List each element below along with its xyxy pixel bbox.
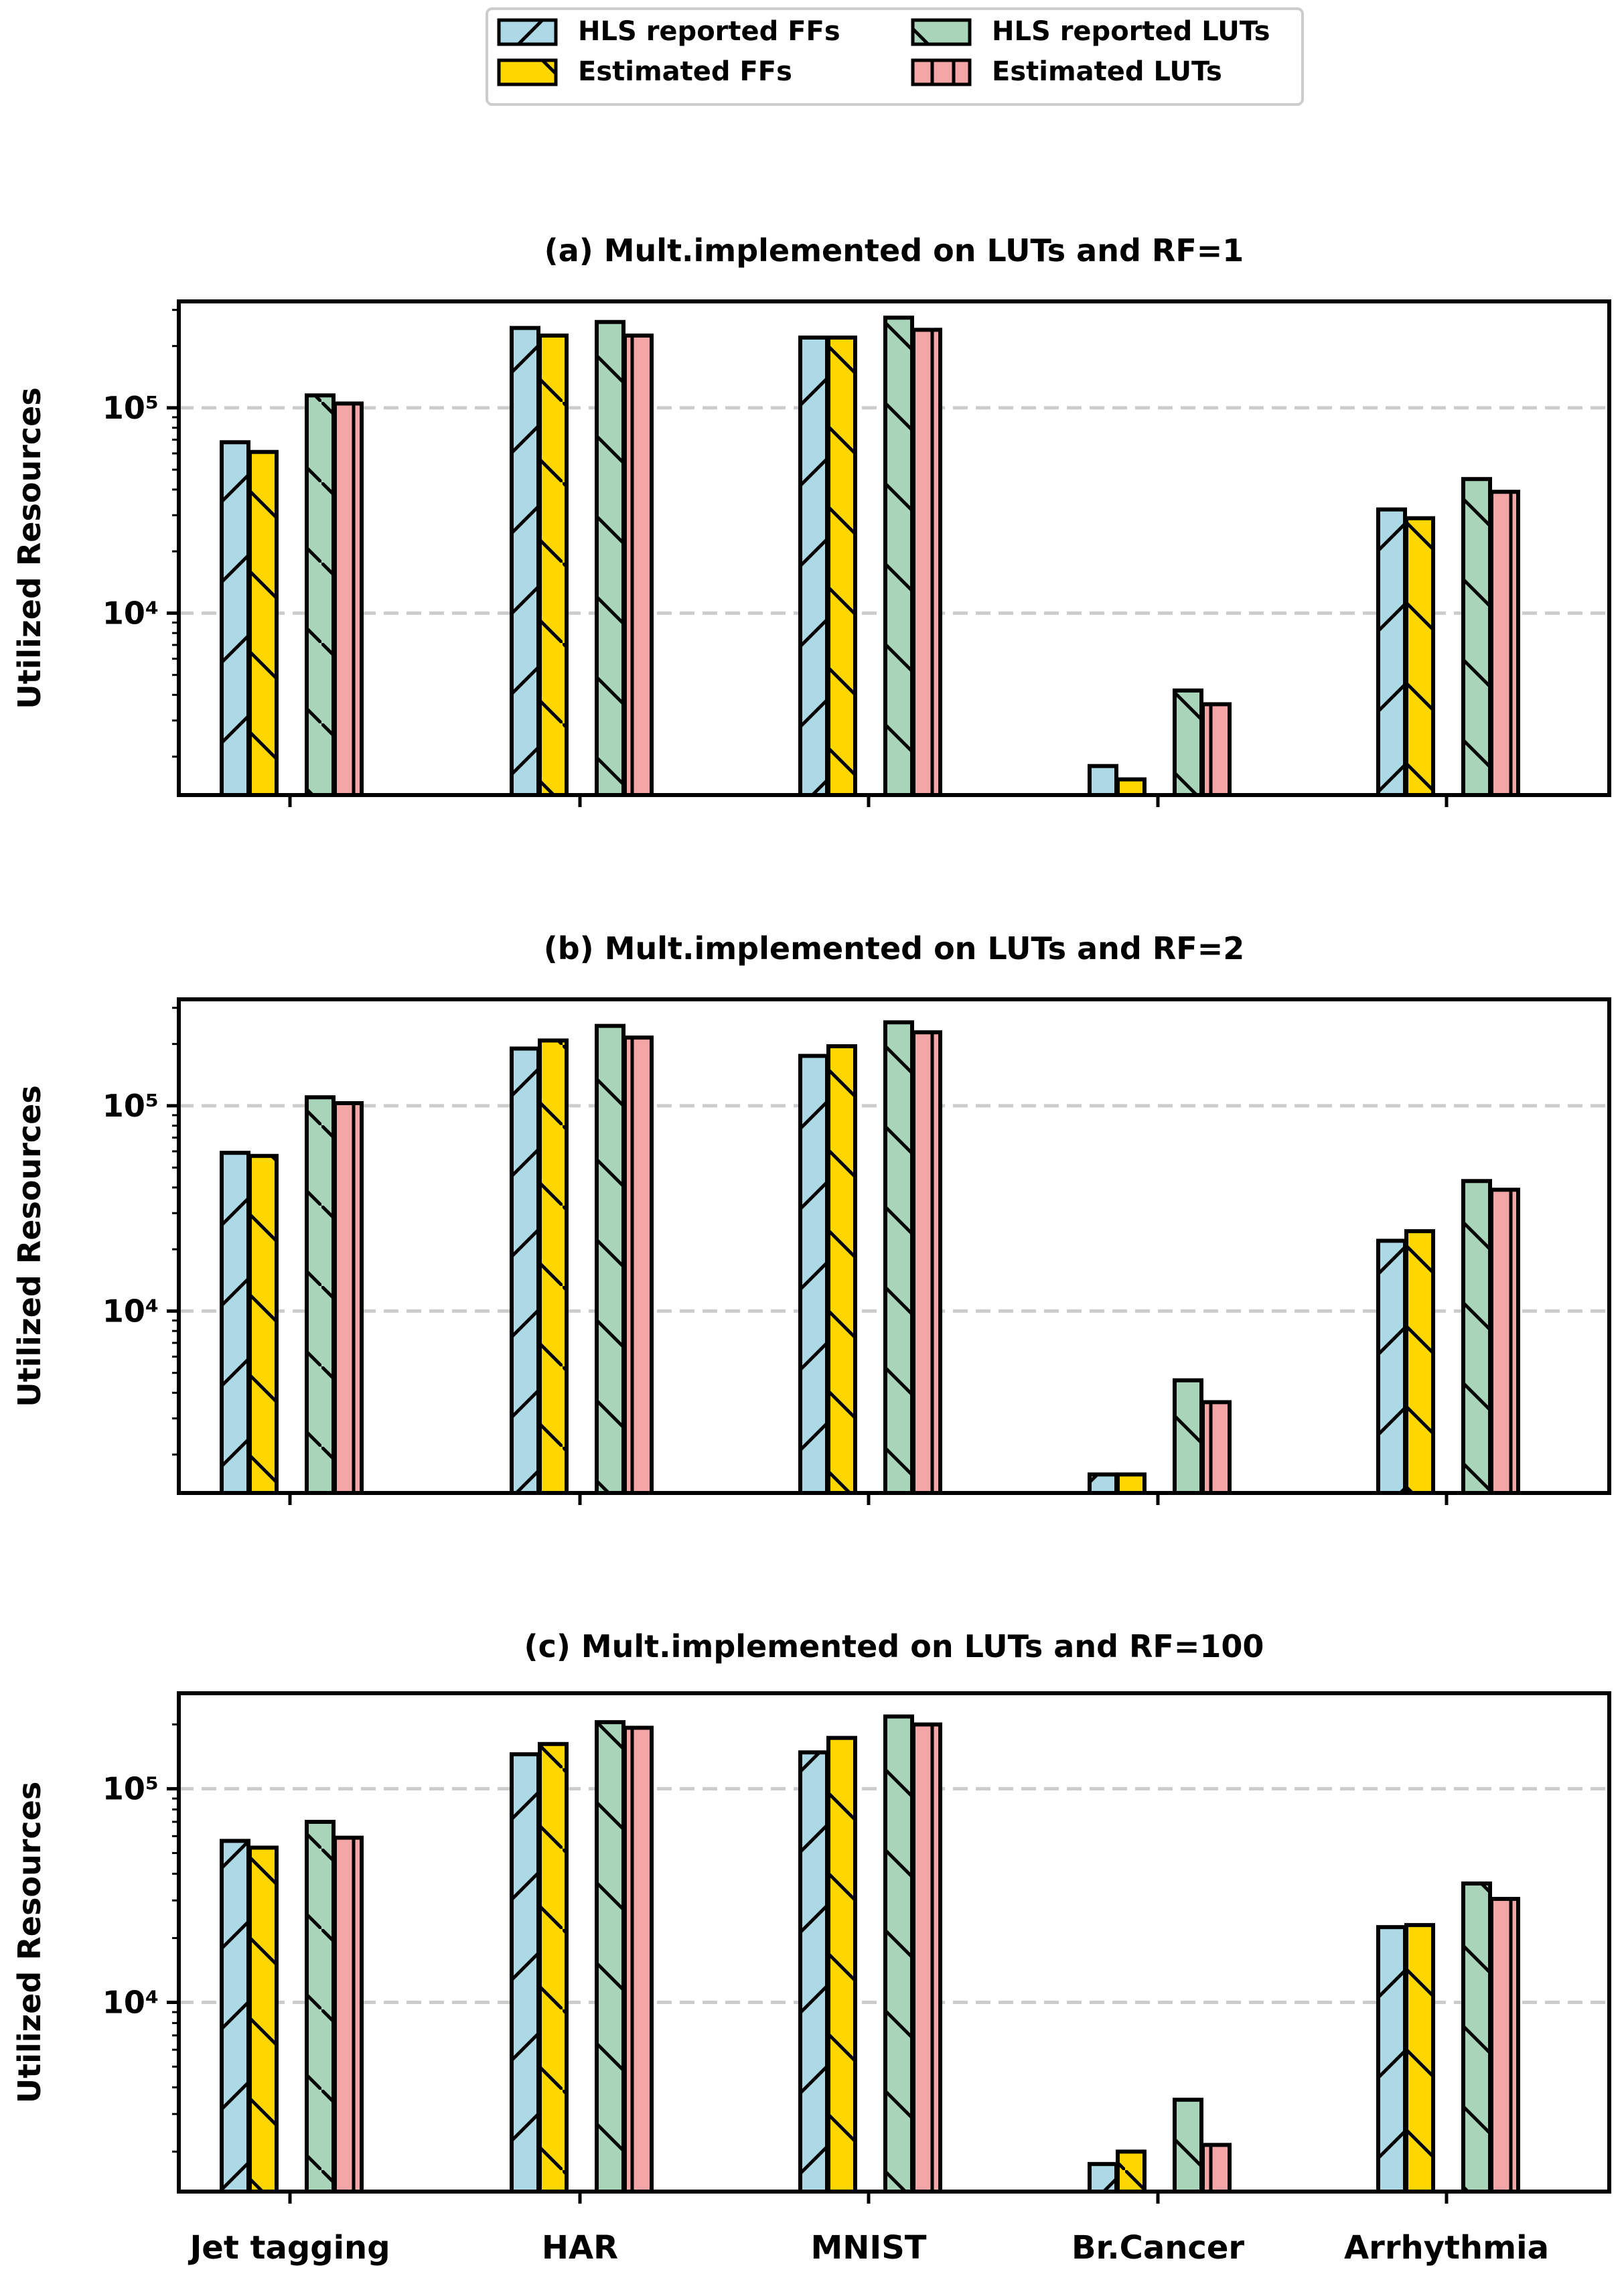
bar bbox=[220, 1839, 250, 2194]
bar bbox=[1404, 1923, 1435, 2194]
x-tick-label: MNIST bbox=[810, 2229, 926, 2267]
bar bbox=[1116, 777, 1147, 798]
bar bbox=[595, 319, 625, 797]
legend-box bbox=[486, 7, 1304, 106]
bar bbox=[248, 1153, 279, 1496]
bar bbox=[333, 1835, 364, 2194]
legend-swatch bbox=[911, 58, 972, 86]
bar bbox=[538, 1038, 569, 1495]
bar bbox=[911, 1722, 942, 2194]
bar bbox=[623, 1036, 654, 1496]
legend-swatch bbox=[497, 58, 558, 86]
bar bbox=[1173, 688, 1203, 798]
bar bbox=[826, 1735, 857, 2194]
legend-swatch bbox=[497, 18, 558, 46]
bar bbox=[798, 335, 829, 797]
bar bbox=[333, 401, 364, 797]
bar bbox=[510, 1046, 540, 1495]
bar bbox=[305, 1095, 336, 1496]
bar bbox=[595, 1023, 625, 1495]
bar bbox=[1404, 516, 1435, 797]
bar bbox=[538, 1741, 569, 2194]
plot-frame bbox=[177, 299, 1611, 797]
chart-panel: (a) Mult.implemented on LUTs and RF=1 10⁴… bbox=[11, 232, 1611, 807]
bar bbox=[248, 449, 279, 797]
panel-title: (a) Mult.implemented on LUTs and RF=1 bbox=[544, 232, 1244, 269]
bar bbox=[1173, 2097, 1203, 2194]
bar bbox=[883, 1020, 914, 1495]
bar bbox=[1461, 477, 1492, 797]
bar bbox=[623, 333, 654, 797]
bar bbox=[510, 1752, 540, 2194]
bar bbox=[1201, 2143, 1232, 2194]
plot-frame bbox=[177, 997, 1611, 1495]
legend-swatch bbox=[911, 18, 972, 46]
bar bbox=[1201, 1400, 1232, 1495]
x-tick-label: Jet tagging bbox=[188, 2229, 390, 2267]
bar bbox=[883, 1714, 914, 2194]
bar bbox=[911, 328, 942, 798]
bar bbox=[1461, 1179, 1492, 1495]
x-tick-label: Br.Cancer bbox=[1072, 2229, 1244, 2267]
bar bbox=[510, 326, 540, 797]
bar bbox=[1404, 1229, 1435, 1495]
bar bbox=[911, 1030, 942, 1495]
y-tick-label: 10⁴ bbox=[102, 1984, 159, 2020]
bar bbox=[798, 1750, 829, 2194]
bar bbox=[248, 1845, 279, 2194]
panel-title: (c) Mult.implemented on LUTs and RF=100 bbox=[524, 1628, 1264, 1664]
bar bbox=[220, 1151, 250, 1495]
bar bbox=[1173, 1378, 1203, 1496]
legend: HLS reported FFs Estimated FFs HLS reporte… bbox=[486, 7, 1304, 106]
chart-panel: (c) Mult.implemented on LUTs and RF=100 1… bbox=[11, 1628, 1611, 2267]
bar bbox=[1088, 2161, 1118, 2194]
bar bbox=[623, 1725, 654, 2194]
legend-label: Estimated LUTs bbox=[992, 56, 1222, 87]
bar bbox=[1201, 702, 1232, 798]
bar bbox=[1461, 1881, 1492, 2194]
bar bbox=[538, 333, 569, 797]
y-axis-label: Utilized Resources bbox=[11, 1085, 48, 1407]
legend-label: Estimated FFs bbox=[578, 56, 792, 87]
plot-frame bbox=[177, 1691, 1611, 2194]
bar bbox=[1376, 1925, 1407, 2194]
panel-title: (b) Mult.implemented on LUTs and RF=2 bbox=[544, 930, 1245, 967]
bar bbox=[883, 315, 914, 797]
bar bbox=[305, 393, 336, 797]
x-tick-label: HAR bbox=[542, 2229, 618, 2267]
bar bbox=[1088, 1472, 1118, 1495]
bar bbox=[1489, 490, 1520, 797]
legend-label: HLS reported LUTs bbox=[992, 16, 1270, 47]
y-tick-label: 10⁴ bbox=[102, 1293, 159, 1329]
legend-label: HLS reported FFs bbox=[578, 16, 840, 47]
bar bbox=[1489, 1897, 1520, 2194]
bar bbox=[1116, 1472, 1147, 1495]
bar bbox=[1088, 764, 1118, 797]
bar bbox=[1376, 1238, 1407, 1496]
bar bbox=[333, 1100, 364, 1495]
bar bbox=[826, 335, 857, 797]
y-axis-label: Utilized Resources bbox=[11, 387, 48, 709]
bar bbox=[1376, 507, 1407, 798]
y-tick-label: 10⁴ bbox=[102, 595, 159, 631]
bar bbox=[595, 1720, 625, 2194]
bar bbox=[826, 1044, 857, 1495]
bar bbox=[1116, 2149, 1147, 2194]
bar bbox=[220, 440, 250, 797]
chart-panel: (b) Mult.implemented on LUTs and RF=2 10⁴… bbox=[11, 930, 1611, 1505]
y-tick-label: 10⁵ bbox=[102, 390, 159, 426]
bar bbox=[1489, 1188, 1520, 1496]
x-tick-label: Arrhythmia bbox=[1344, 2229, 1549, 2267]
y-axis-label: Utilized Resources bbox=[11, 1782, 48, 2103]
bar bbox=[305, 1819, 336, 2194]
y-tick-label: 10⁵ bbox=[102, 1771, 159, 1807]
bar bbox=[798, 1054, 829, 1495]
y-tick-label: 10⁵ bbox=[102, 1088, 159, 1124]
